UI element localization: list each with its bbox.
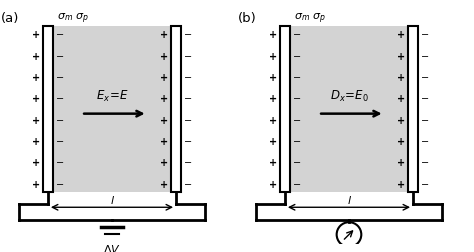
Text: −: − bbox=[184, 30, 192, 40]
Text: −: − bbox=[184, 158, 192, 168]
Text: +: + bbox=[269, 179, 277, 189]
Bar bbox=[408, 27, 418, 192]
Text: +: + bbox=[160, 158, 168, 168]
Text: $\sigma_m\ \sigma_p$: $\sigma_m\ \sigma_p$ bbox=[57, 12, 89, 26]
Text: +: + bbox=[397, 94, 405, 104]
Text: +: + bbox=[397, 136, 405, 146]
Text: −: − bbox=[421, 73, 429, 83]
Text: −: − bbox=[421, 136, 429, 146]
Text: −: − bbox=[184, 94, 192, 104]
Text: −: − bbox=[293, 73, 301, 83]
Text: −: − bbox=[56, 115, 64, 125]
Text: −: − bbox=[56, 179, 64, 189]
Text: +: + bbox=[397, 158, 405, 168]
Bar bbox=[290, 27, 408, 192]
Text: −: − bbox=[56, 158, 64, 168]
Text: −: − bbox=[56, 73, 64, 83]
Text: −: − bbox=[184, 136, 192, 146]
Text: +: + bbox=[397, 73, 405, 83]
Text: +: + bbox=[32, 73, 40, 83]
Text: $\Delta V$: $\Delta V$ bbox=[103, 242, 121, 252]
Text: $E_x\!=\!E$: $E_x\!=\!E$ bbox=[96, 89, 128, 104]
Text: −: − bbox=[421, 115, 429, 125]
Text: l: l bbox=[347, 195, 351, 205]
Text: $D_x\!=\!E_0$: $D_x\!=\!E_0$ bbox=[329, 89, 368, 104]
Text: −: − bbox=[184, 179, 192, 189]
Text: +: + bbox=[160, 115, 168, 125]
Bar bbox=[53, 27, 171, 192]
Text: +: + bbox=[160, 51, 168, 61]
Text: +: + bbox=[32, 51, 40, 61]
Text: −: − bbox=[184, 115, 192, 125]
Text: +: + bbox=[269, 115, 277, 125]
Text: +: + bbox=[32, 179, 40, 189]
Text: $\Delta V$: $\Delta V$ bbox=[340, 250, 358, 252]
Text: −: − bbox=[293, 136, 301, 146]
Text: −: − bbox=[293, 94, 301, 104]
Text: +: + bbox=[160, 136, 168, 146]
Text: +: + bbox=[160, 73, 168, 83]
Text: −: − bbox=[293, 158, 301, 168]
Text: −: − bbox=[421, 179, 429, 189]
Text: −: − bbox=[421, 158, 429, 168]
Text: +: + bbox=[269, 30, 277, 40]
Text: +: + bbox=[397, 115, 405, 125]
Text: +: + bbox=[269, 94, 277, 104]
Text: −: − bbox=[56, 51, 64, 61]
Text: +: + bbox=[160, 30, 168, 40]
Text: −: − bbox=[293, 51, 301, 61]
Text: −: − bbox=[293, 30, 301, 40]
Text: +: + bbox=[269, 136, 277, 146]
Text: +: + bbox=[32, 136, 40, 146]
Text: +: + bbox=[32, 30, 40, 40]
Text: $\sigma_m\ \sigma_p$: $\sigma_m\ \sigma_p$ bbox=[294, 12, 326, 26]
Text: +: + bbox=[32, 158, 40, 168]
Text: +: + bbox=[269, 158, 277, 168]
Text: (b): (b) bbox=[238, 12, 257, 24]
Text: +: + bbox=[160, 94, 168, 104]
Text: −: − bbox=[184, 51, 192, 61]
Text: −: − bbox=[184, 73, 192, 83]
Text: −: − bbox=[56, 30, 64, 40]
Text: +: + bbox=[32, 94, 40, 104]
Text: (a): (a) bbox=[1, 12, 19, 24]
Text: +: + bbox=[32, 115, 40, 125]
Text: −: − bbox=[421, 94, 429, 104]
Text: −: − bbox=[56, 94, 64, 104]
Text: −: − bbox=[421, 51, 429, 61]
Text: −: − bbox=[421, 30, 429, 40]
Text: +: + bbox=[269, 73, 277, 83]
Text: +: + bbox=[397, 30, 405, 40]
Text: l: l bbox=[110, 195, 114, 205]
Bar bbox=[171, 27, 181, 192]
Text: −: − bbox=[56, 136, 64, 146]
Bar bbox=[43, 27, 53, 192]
Text: +: + bbox=[397, 51, 405, 61]
Text: +: + bbox=[160, 179, 168, 189]
Text: −: − bbox=[293, 179, 301, 189]
Bar bbox=[280, 27, 290, 192]
Text: +: + bbox=[269, 51, 277, 61]
Text: −: − bbox=[293, 115, 301, 125]
Text: +: + bbox=[397, 179, 405, 189]
